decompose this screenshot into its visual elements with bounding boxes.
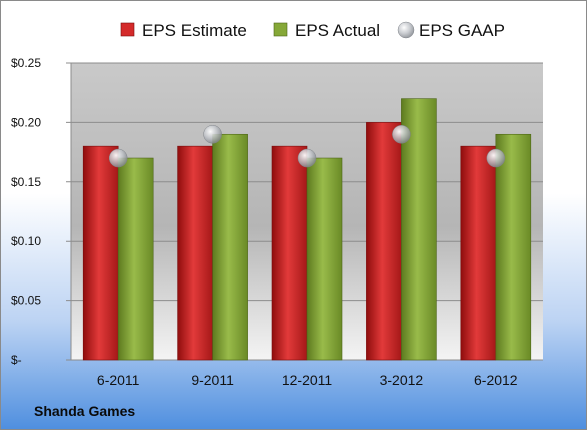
bar-eps-actual — [495, 133, 532, 361]
x-axis-ticks: 6-2011 9-2011 12-2011 3-2012 6-2012 — [97, 372, 518, 388]
y-tick-label: $0.25 — [11, 56, 41, 70]
legend-label: EPS Actual — [295, 21, 380, 40]
bar-eps-actual — [306, 157, 343, 361]
x-tick-label: 3-2012 — [380, 372, 424, 388]
x-tick-label: 6-2012 — [474, 372, 518, 388]
bar-eps-actual — [401, 98, 437, 361]
y-tick-label: $- — [11, 353, 22, 367]
y-tick-label: $0.10 — [11, 234, 41, 248]
bar-eps-estimate — [460, 145, 497, 361]
y-axis-ticks: $0.25 $0.20 $0.15 $0.10 $0.05 $- — [11, 56, 41, 367]
legend-swatch-eps-estimate — [120, 22, 135, 37]
x-tick-label: 12-2011 — [282, 372, 333, 388]
bar-eps-actual — [117, 157, 154, 361]
bar-eps-estimate — [82, 145, 119, 361]
legend-swatch-eps-actual — [273, 22, 288, 37]
y-tick-label: $0.05 — [11, 294, 41, 308]
legend-label: EPS GAAP — [419, 21, 505, 40]
x-tick-label: 9-2011 — [191, 372, 234, 388]
bar-eps-actual — [212, 133, 248, 361]
bar-eps-estimate — [366, 122, 402, 361]
y-tick-label: $0.15 — [11, 175, 41, 189]
gaap-markers — [108, 125, 506, 168]
marker-eps-gaap — [203, 125, 222, 144]
bar-eps-estimate — [271, 145, 308, 361]
y-tick-label: $0.20 — [11, 115, 41, 129]
marker-eps-gaap — [486, 148, 506, 168]
marker-eps-gaap — [297, 148, 317, 168]
legend-label: EPS Estimate — [142, 21, 247, 40]
x-tick-label: 6-2011 — [97, 372, 140, 388]
legend-swatch-eps-gaap — [397, 21, 415, 39]
chart-legend: EPS Estimate EPS Actual EPS GAAP — [120, 21, 505, 40]
company-label: Shanda Games — [34, 403, 136, 419]
bar-eps-estimate — [177, 145, 213, 361]
marker-eps-gaap — [108, 148, 128, 168]
marker-eps-gaap — [392, 125, 411, 144]
bar-series — [82, 98, 532, 361]
